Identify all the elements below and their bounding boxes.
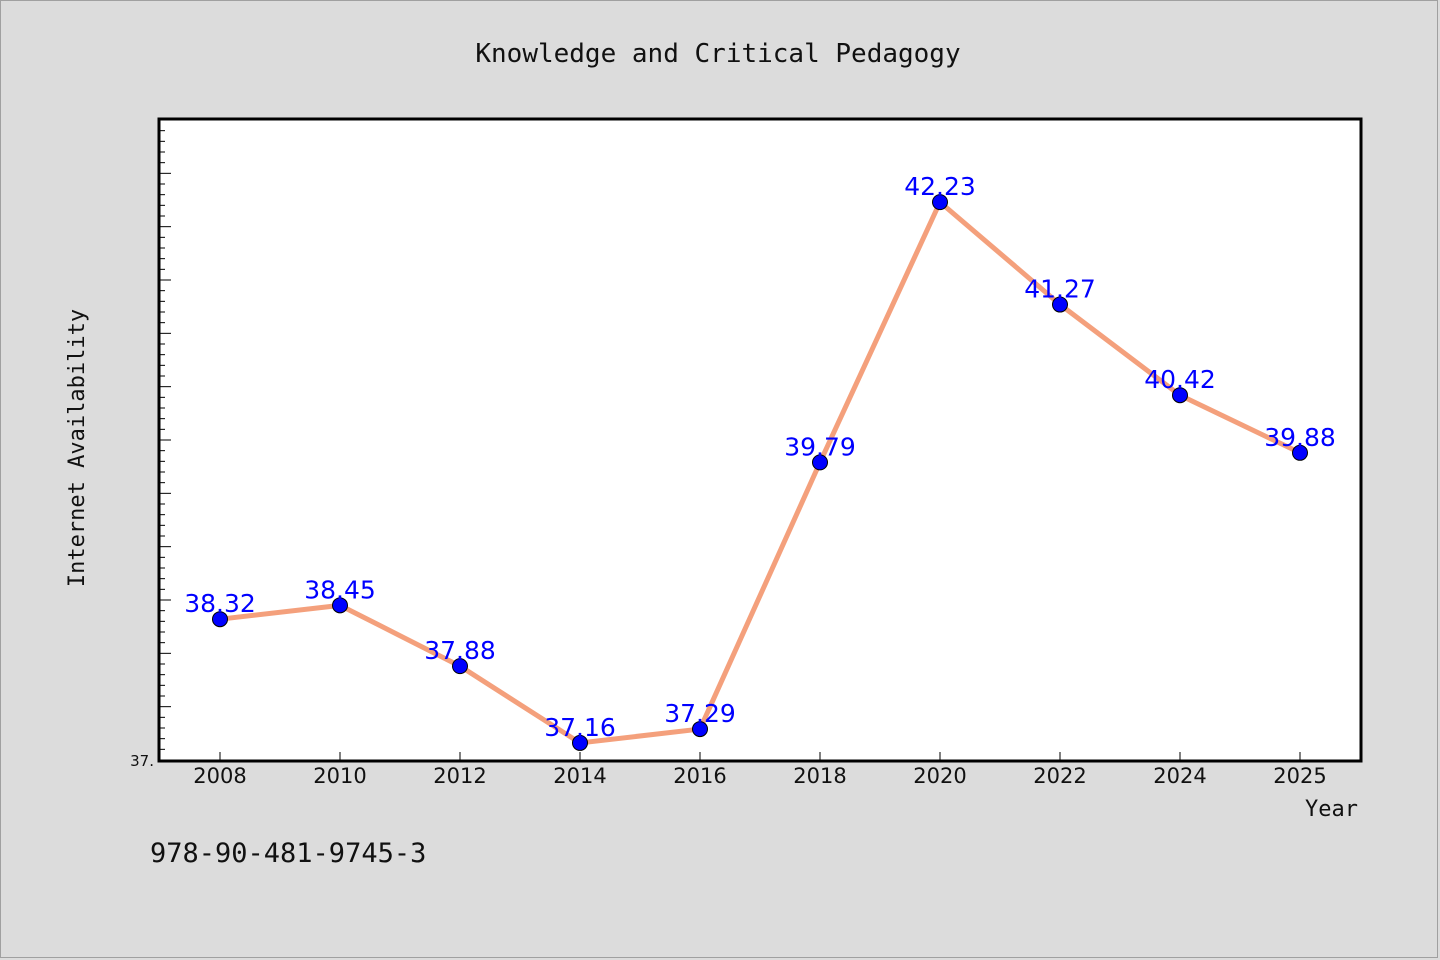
x-tick-label: 2025	[1273, 764, 1326, 788]
data-label: 37.16	[544, 713, 616, 742]
y-axis-ticks	[159, 130, 171, 761]
data-point	[212, 611, 228, 628]
footer-code: 978-90-481-9745-3	[150, 838, 426, 869]
data-label: 37.88	[424, 636, 496, 665]
data-label: 37.29	[664, 699, 736, 728]
x-tick-label: 2016	[673, 764, 726, 788]
data-label: 38.45	[304, 575, 376, 604]
x-axis-label: Year	[1305, 797, 1358, 822]
y-axis-label: Internet Availability	[65, 309, 90, 587]
x-tick-label: 2014	[553, 764, 606, 788]
plot-area	[157, 117, 1363, 763]
data-label: 39.79	[784, 432, 856, 461]
data-point	[1292, 444, 1308, 461]
x-tick-label: 2022	[1033, 764, 1086, 788]
x-tick-label: 2010	[313, 764, 366, 788]
y-tick-label: 37.	[130, 752, 154, 770]
x-tick-label: 2020	[913, 764, 966, 788]
x-tick-label: 2008	[193, 764, 246, 788]
x-tick-label: 2018	[793, 764, 846, 788]
data-point	[692, 721, 708, 738]
data-point	[332, 597, 348, 614]
x-tick-label: 2024	[1153, 764, 1206, 788]
data-point	[812, 454, 828, 471]
data-label: 38.32	[184, 589, 256, 618]
x-tick-label: 2012	[433, 764, 486, 788]
data-label: 41.27	[1024, 275, 1096, 304]
data-point	[1172, 387, 1188, 404]
chart-title: Knowledge and Critical Pedagogy	[475, 39, 960, 69]
data-point	[452, 658, 468, 675]
data-label: 39.88	[1264, 423, 1336, 452]
x-axis-ticks: 2008 2010 2012 2014 2016 2018 2020 2022 2024 2025	[193, 752, 1327, 788]
data-point	[1052, 296, 1068, 313]
data-label: 40.42	[1144, 365, 1216, 394]
data-point	[932, 194, 948, 211]
series-layer: 38.32 38.45 37.88 37.16 37.29 39.79 42.23 41.27…	[184, 172, 1336, 751]
data-label: 42.23	[904, 172, 976, 201]
data-point	[572, 734, 588, 751]
series-line	[217, 199, 1303, 746]
